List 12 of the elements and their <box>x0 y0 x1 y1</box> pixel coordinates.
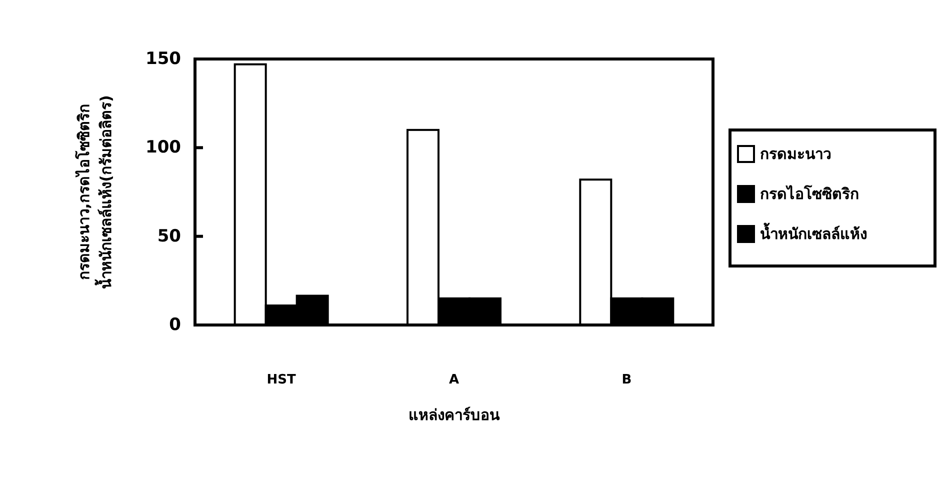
y-axis-title: กรดมะนาว,กรดไอโซซิตริก น้ำหนักเซลล์แห้ง(กรัมต่อลิตร) <box>74 95 115 289</box>
legend-label: กรดมะนาว <box>760 145 831 163</box>
x-tick-label: B <box>622 372 632 388</box>
x-axis-title: แหล่งคาร์บอน <box>408 406 500 424</box>
y-tick-label: 150 <box>146 49 182 69</box>
legend-label: กรดไอโซซิตริก <box>760 184 859 203</box>
y-tick-label: 50 <box>157 226 182 246</box>
y-tick-label: 100 <box>146 138 182 158</box>
y-tick-label: 0 <box>169 315 182 335</box>
x-tick-label: HST <box>266 372 296 388</box>
legend-label: น้ำหนักเซลล์แห้ง <box>760 222 867 243</box>
x-tick-label: A <box>448 372 460 388</box>
